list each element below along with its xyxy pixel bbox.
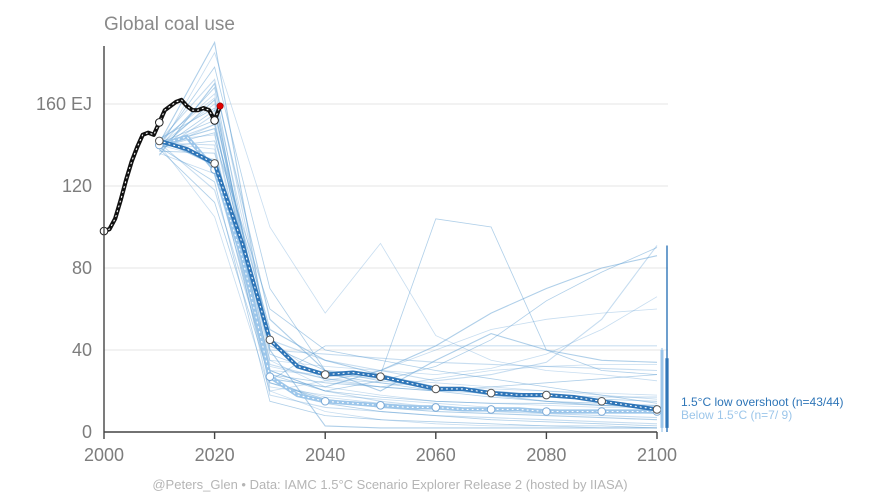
series-marker <box>597 407 607 416</box>
legend: 1.5°C low overshoot (n=43/44)Below 1.5°C… <box>681 395 844 422</box>
x-tick-label: 2000 <box>84 445 124 465</box>
y-tick-label: 40 <box>72 340 92 360</box>
series-marker <box>431 384 441 394</box>
series-marker <box>376 401 385 410</box>
scenario-lines <box>158 40 658 429</box>
scenario-line <box>159 148 658 427</box>
scenario-line <box>159 150 658 402</box>
scenario-line <box>159 146 658 429</box>
series-marker <box>265 372 275 381</box>
scenario-line <box>159 132 657 406</box>
y-tick-label: 120 <box>62 176 92 196</box>
y-tick-label: 0 <box>82 422 92 442</box>
x-tick-label: 2100 <box>637 445 677 465</box>
legend-below: Below 1.5°C (n=7/ 9) <box>681 408 792 422</box>
series-marker <box>320 370 330 379</box>
scenario-line <box>158 142 658 419</box>
scenario-line <box>158 40 657 429</box>
latest-data-point <box>216 102 224 110</box>
scenario-line <box>159 152 658 396</box>
scenario-line <box>159 109 658 406</box>
credit-line: @Peters_Glen • Data: IAMC 1.5°C Scenario… <box>152 477 627 492</box>
y-tick-label: 160 EJ <box>36 94 92 114</box>
series-marker <box>652 405 662 414</box>
y-tick-label: 80 <box>72 258 92 278</box>
legend-overshoot: 1.5°C low overshoot (n=43/44) <box>681 395 844 409</box>
x-tick-label: 2020 <box>195 445 235 465</box>
series-line <box>158 134 657 414</box>
series-marker <box>597 396 607 406</box>
series-marker <box>210 159 219 168</box>
scenario-line <box>159 134 658 414</box>
x-tick-label: 2040 <box>305 445 345 465</box>
scenario-line <box>159 86 658 392</box>
series-line-dots <box>158 140 658 410</box>
scenario-line <box>158 51 658 382</box>
axes: 0 40 80 120 160 EJ 2000 2020 2040 2060 2080 2100 <box>36 46 677 465</box>
chart-title: Global coal use <box>104 14 235 35</box>
scenario-line <box>158 144 657 429</box>
series-marker <box>265 335 275 345</box>
series-marker <box>155 136 164 146</box>
scenario-line <box>158 66 658 376</box>
series-marker <box>320 396 330 406</box>
series-marker <box>431 403 441 412</box>
median-series <box>155 134 662 416</box>
series-marker <box>486 388 496 398</box>
series-marker <box>486 405 496 414</box>
range-bars-2100 <box>660 245 669 432</box>
series-marker <box>542 407 551 416</box>
historical-marker <box>155 118 164 127</box>
series-marker <box>376 372 385 381</box>
x-tick-label: 2080 <box>526 445 566 465</box>
scenario-line <box>158 82 658 392</box>
scenario-line <box>159 140 658 404</box>
historical-line <box>103 97 223 234</box>
series-marker <box>542 390 551 400</box>
series-line-dots <box>158 136 658 413</box>
x-tick-label: 2060 <box>416 445 456 465</box>
historical-marker <box>210 116 219 125</box>
